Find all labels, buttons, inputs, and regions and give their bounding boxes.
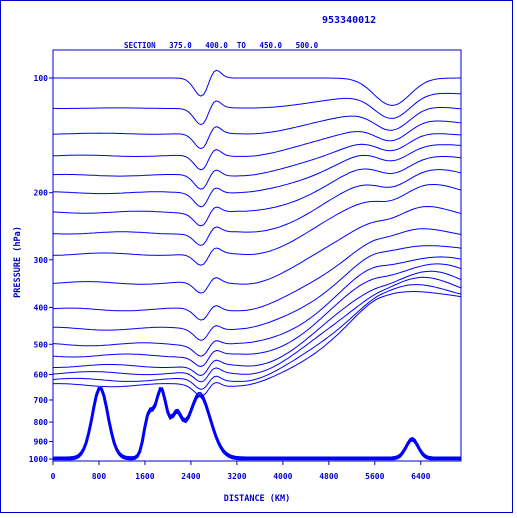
- chart-id-label: 953340012: [322, 15, 376, 26]
- isentrope-lower-21: [53, 388, 461, 459]
- x-tick-label-4: 3200: [227, 472, 246, 481]
- y-tick-label-1: 200: [34, 189, 49, 198]
- isentrope-lower-17: [53, 388, 461, 459]
- isentrope-upper-13: [52, 263, 462, 368]
- isentrope-upper-8: [52, 184, 462, 266]
- x-tick-label-3: 2400: [181, 472, 200, 481]
- isentrope-lower-24: [53, 388, 461, 459]
- isentrope-lower-10: [53, 388, 461, 459]
- isentrope-upper-7: [52, 169, 462, 246]
- section-label: SECTION 375.0 400.0 TO 450.0 500.0: [124, 41, 319, 50]
- x-tick-label-0: 0: [51, 472, 56, 481]
- isentrope-lower-11: [53, 388, 461, 459]
- x-axis-label: DISTANCE (KM): [224, 494, 291, 504]
- y-tick-label-5: 600: [34, 370, 49, 379]
- x-tick-label-5: 4000: [273, 472, 292, 481]
- isentrope-lower-12: [53, 388, 461, 459]
- isentrope-lower-14: [53, 388, 461, 459]
- y-tick-label-0: 100: [34, 74, 49, 83]
- isentrope-lower-22: [53, 388, 461, 459]
- isentrope-upper-0: [53, 69, 461, 106]
- isentrope-lower-26: [53, 388, 461, 460]
- y-tick-label-3: 400: [34, 303, 49, 312]
- isentrope-upper-10: [52, 228, 462, 321]
- isentrope-upper-14: [53, 270, 462, 377]
- y-axis-label: PRESSURE (hPa): [13, 226, 23, 298]
- isentrope-upper-12: [52, 256, 462, 357]
- y-tick-label-4: 500: [34, 340, 49, 349]
- isentrope-upper-2: [52, 107, 462, 150]
- isentrope-upper-6: [52, 156, 462, 227]
- isentrope-upper-1: [53, 92, 462, 126]
- isentrope-lower-23: [53, 388, 461, 459]
- isentrope-upper-5: [52, 144, 462, 208]
- x-tick-label-6: 4800: [319, 472, 338, 481]
- isentrope-upper-17: [52, 291, 462, 396]
- isentrope-lower-9: [53, 388, 461, 458]
- isentrope-upper-15: [52, 276, 462, 383]
- isentrope-lower-20: [53, 388, 461, 459]
- y-tick-label-9: 1000: [29, 455, 48, 464]
- y-tick-label-8: 900: [34, 438, 49, 447]
- plot-frame: [52, 49, 462, 462]
- isentrope-lower-8: [53, 388, 461, 458]
- x-tick-label-7: 5600: [365, 472, 384, 481]
- isentrope-lines: [52, 69, 462, 461]
- x-tick-label-1: 800: [92, 472, 107, 481]
- x-tick-label-8: 6400: [411, 472, 430, 481]
- isentrope-lower-27: [53, 388, 461, 460]
- isentrope-lower-15: [53, 388, 461, 459]
- isentrope-lower-16: [53, 388, 461, 459]
- x-tick-label-2: 1600: [135, 472, 154, 481]
- y-tick-label-6: 700: [34, 396, 49, 405]
- terrain-surface-line: [53, 386, 461, 461]
- isentrope-lower-19: [53, 388, 461, 459]
- isentrope-lower-18: [53, 388, 461, 459]
- isentrope-upper-4: [53, 133, 462, 190]
- isentrope-upper-11: [53, 245, 462, 341]
- y-tick-label-7: 800: [34, 418, 49, 427]
- isentrope-upper-9: [52, 205, 462, 294]
- axes: 0 800 1600 2400 3200 4000 4800 5600 6400 100 200 30…: [29, 74, 431, 481]
- isentrope-upper-16: [52, 284, 462, 390]
- y-tick-label-2: 300: [34, 256, 49, 265]
- isentrope-lower-25: [53, 388, 461, 459]
- isentrope-upper-3: [52, 120, 462, 171]
- isentrope-lower-13: [53, 388, 461, 459]
